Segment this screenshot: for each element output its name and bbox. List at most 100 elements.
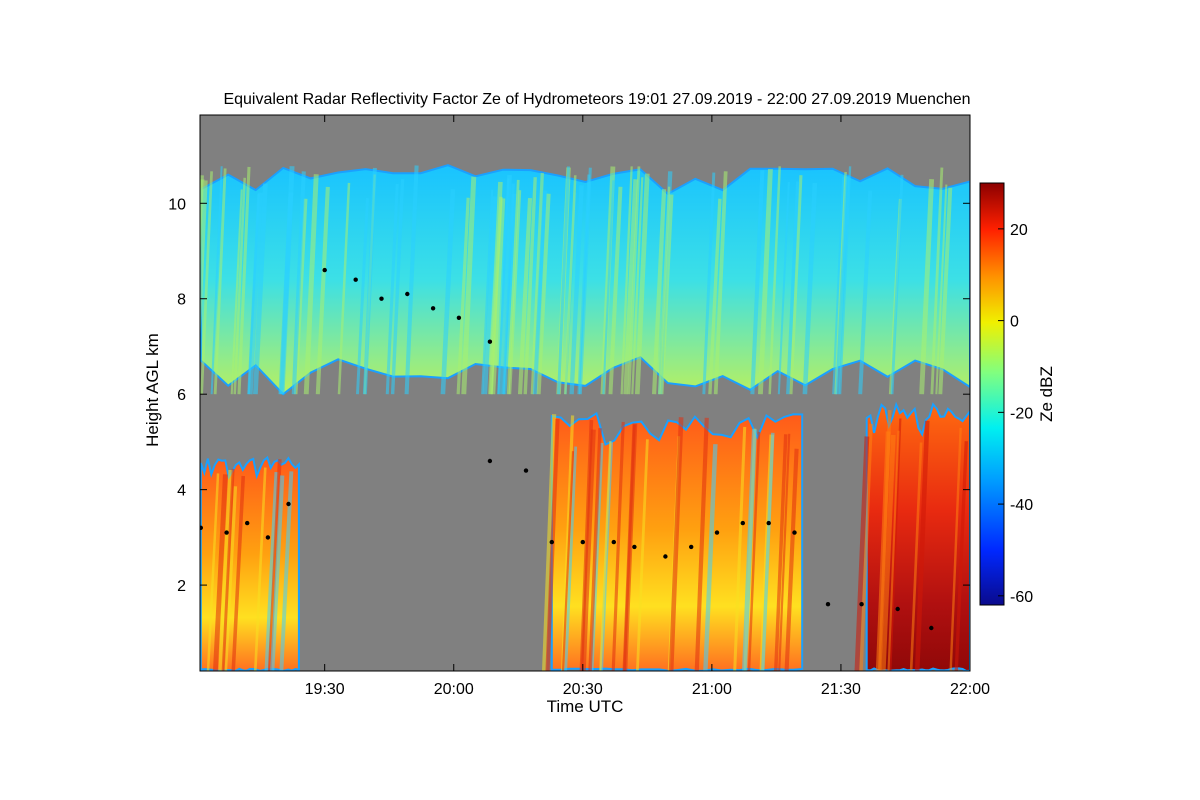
melting-layer-point — [689, 544, 694, 550]
x-axis-label: Time UTC — [547, 697, 624, 716]
colorbar — [979, 182, 1005, 606]
echo-streak — [713, 171, 728, 395]
echo-streak — [631, 177, 644, 395]
echo-streak — [212, 474, 228, 671]
echo-streak — [218, 469, 233, 671]
melting-layer-point — [580, 539, 585, 545]
echo-streak — [200, 171, 213, 395]
echo-streak — [580, 429, 596, 671]
y-tick-label: 8 — [177, 292, 186, 309]
echo-streak — [954, 441, 968, 671]
echo-streak — [768, 166, 781, 395]
melting-layer-point — [929, 625, 934, 631]
echo-streak — [230, 189, 243, 395]
y-tick-label: 10 — [168, 196, 186, 213]
melting-layer-point — [632, 544, 637, 550]
echo-streak — [456, 197, 470, 395]
echo-streak — [668, 417, 684, 671]
echo-streak — [532, 190, 548, 395]
echo-streak — [385, 183, 399, 395]
echo-streak — [270, 475, 285, 671]
melting-layer-point — [224, 530, 229, 535]
melting-layer-point — [663, 554, 668, 559]
x-tick-label: 21:00 — [692, 681, 732, 698]
echo-streak — [938, 187, 953, 395]
melting-layer-point — [430, 306, 436, 311]
echo-streak — [935, 184, 948, 395]
echo-streak — [878, 410, 892, 671]
y-tick-label: 4 — [177, 483, 186, 500]
echo-streak — [930, 167, 944, 395]
colorbar-ticks: 20 0 -20 -40 -60 — [998, 222, 1033, 606]
echo-streak — [206, 473, 220, 671]
colorbar-tick-label: 0 — [1010, 314, 1019, 331]
echo-streak — [949, 427, 962, 671]
echo-streak — [578, 167, 592, 395]
echo-streak — [303, 174, 319, 395]
echo-streak — [223, 486, 238, 671]
melting-layer-point — [286, 501, 291, 507]
echo-streak — [237, 166, 251, 395]
echo-streak — [786, 181, 800, 395]
echo-streak — [620, 166, 633, 395]
echo-streak — [890, 174, 904, 395]
echo-streak — [887, 430, 900, 671]
melting-layer-point — [322, 267, 327, 273]
echo-streak — [233, 177, 246, 395]
echo-streak — [777, 181, 790, 395]
colorbar-tick-label: 20 — [1010, 222, 1028, 239]
melting-layer-point — [487, 339, 493, 344]
echo-streak — [703, 444, 718, 671]
melting-layer-point — [895, 606, 900, 612]
x-tick-label: 19:30 — [305, 681, 345, 698]
echo-streak — [569, 185, 584, 395]
echo-streak — [489, 196, 503, 395]
y-axis-label: Height AGL km — [143, 333, 162, 447]
melting-layer-point — [766, 520, 771, 526]
chart-title: Equivalent Radar Reflectivity Factor Ze … — [223, 91, 970, 108]
melting-layer-point — [379, 296, 384, 301]
echo-streak — [390, 179, 405, 395]
echo-streak — [733, 426, 747, 671]
melting-layer-point — [549, 539, 554, 545]
echo-streak — [213, 168, 227, 395]
echo-streak — [503, 193, 517, 395]
echo-streak — [838, 166, 852, 395]
echo-streak — [611, 421, 625, 671]
echo-streak — [545, 418, 560, 671]
echo-streak — [517, 197, 533, 395]
echo-streak — [778, 433, 791, 671]
echo-streak — [858, 190, 873, 395]
echo-streak — [337, 182, 351, 395]
echo-streak — [602, 180, 615, 395]
echo-streak — [497, 178, 510, 395]
echo-streak — [651, 189, 667, 395]
echo-streak — [563, 175, 577, 395]
echo-streak — [221, 468, 235, 671]
echo-streak — [747, 431, 761, 671]
colorbar-label: Ze dBZ — [1037, 366, 1056, 422]
echo-streak — [210, 166, 223, 395]
echo-streak — [536, 193, 551, 395]
melting-layer-point — [245, 520, 250, 526]
echo-streak — [356, 197, 369, 395]
echo-streak — [694, 417, 709, 671]
x-tick-label: 20:30 — [563, 681, 603, 698]
echo-streak — [530, 172, 544, 395]
echo-streak — [293, 198, 308, 395]
echo-streak — [523, 177, 537, 395]
echo-streak — [247, 192, 263, 395]
melting-layer-point — [714, 530, 720, 535]
y-tick-label: 2 — [177, 578, 186, 595]
melting-layer-point — [456, 315, 462, 320]
colorbar-tick-label: -60 — [1010, 589, 1033, 606]
echo-streak — [200, 180, 208, 346]
echo-streak — [278, 192, 294, 395]
melting-layer-point — [405, 291, 410, 297]
x-tick-label: 20:00 — [434, 681, 474, 698]
echo-streak — [789, 175, 803, 395]
melting-layer-points — [200, 267, 934, 631]
echo-regions — [200, 164, 970, 671]
melting-layer-point — [487, 458, 493, 464]
